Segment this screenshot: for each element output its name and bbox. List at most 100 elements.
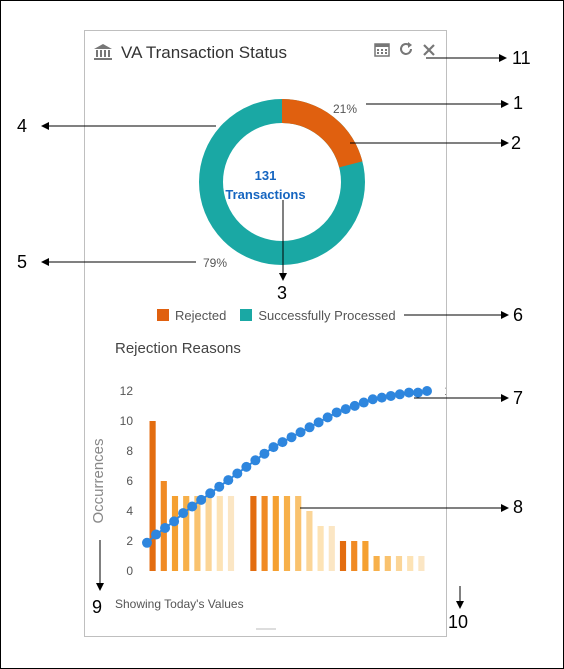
transactions-donut-chart [199,99,365,265]
bank-icon [94,44,112,60]
callout-2: 2 [511,133,522,153]
cumulative-point[interactable] [385,390,396,401]
donut-center-label: Transactions [225,187,306,202]
cumulative-point[interactable] [160,522,171,533]
y2-tick-label: 100% [444,384,446,398]
bar[interactable] [194,496,201,571]
cumulative-point[interactable] [214,481,225,492]
cumulative-point[interactable] [205,488,216,499]
cumulative-point[interactable] [394,389,405,400]
footer-text: Showing Today's Values [115,597,244,611]
bar[interactable] [351,541,358,571]
bar[interactable] [373,556,380,571]
cumulative-point[interactable] [322,412,333,423]
donut-segment-rejected[interactable] [199,99,365,265]
bar[interactable] [183,496,190,571]
callout-3: 3 [277,283,288,303]
cumulative-point[interactable] [331,407,342,418]
cumulative-point[interactable] [349,400,360,411]
cumulative-point[interactable] [259,448,270,459]
bar[interactable] [362,541,369,571]
y-tick-label: 8 [126,444,133,458]
callout-7: 7 [513,388,524,408]
rejection-reasons-title: Rejection Reasons [115,340,241,357]
bar[interactable] [171,496,179,571]
callout-5: 5 [17,252,28,272]
bar[interactable] [317,526,324,571]
va-transaction-status-widget: VA Transaction Status 131 Transactions 2… [84,30,447,637]
cumulative-point[interactable] [250,455,261,466]
callout-6: 6 [513,305,524,325]
bar[interactable] [295,496,302,571]
bar[interactable] [395,556,403,571]
donut-center-value: 131 [254,168,277,183]
bar[interactable] [261,496,268,571]
cumulative-point[interactable] [169,516,180,527]
legend-label-rejected: Rejected [175,308,227,323]
cumulative-point[interactable] [277,437,288,448]
y-axis-title: Occurrences [90,438,107,523]
legend-swatch-rejected [157,309,169,321]
widget-toolbar [374,41,436,62]
calendar-icon[interactable] [374,41,390,62]
cumulative-point[interactable] [187,501,198,512]
cumulative-point[interactable] [178,508,189,519]
cumulative-point[interactable] [313,417,324,428]
y-tick-label: 2 [126,534,133,548]
bar[interactable] [149,421,156,571]
cumulative-point[interactable] [304,422,315,433]
close-icon[interactable] [422,41,436,62]
y-tick-label: 10 [120,414,134,428]
cumulative-point[interactable] [196,494,207,505]
bar[interactable] [227,496,235,571]
widget-title: VA Transaction Status [121,43,287,62]
cumulative-point[interactable] [241,461,252,472]
cumulative-point[interactable] [412,387,423,398]
cumulative-point[interactable] [376,392,387,403]
callout-8: 8 [513,497,524,517]
callout-11: 11 [512,48,531,68]
cumulative-point[interactable] [358,397,369,408]
callout-1: 1 [513,93,524,113]
cumulative-point[interactable] [422,386,432,396]
legend-item-processed[interactable]: Successfully Processed [240,308,396,323]
y-tick-label: 0 [126,564,133,578]
y-tick-label: 6 [126,474,133,488]
bar[interactable] [250,496,257,571]
cumulative-point[interactable] [232,468,243,479]
legend-swatch-processed [240,309,253,321]
donut-legend: Rejected Successfully Processed [157,308,396,323]
cumulative-point[interactable] [286,432,297,443]
callout-10: 10 [448,612,469,632]
rejection-reasons-chart: 0246810120%20%40%60%80%100%Occurrences [90,384,446,578]
callout-9: 9 [92,597,103,617]
bar[interactable] [205,496,212,571]
cumulative-point[interactable] [367,394,378,405]
cumulative-point[interactable] [340,404,351,415]
cumulative-point[interactable] [142,537,152,548]
legend-label-processed: Successfully Processed [258,308,396,323]
bar[interactable] [418,556,425,571]
bar[interactable] [272,496,279,571]
bar[interactable] [407,556,414,571]
bar[interactable] [216,496,223,571]
refresh-icon[interactable] [398,41,414,62]
y-tick-label: 4 [126,504,133,518]
y-tick-label: 12 [120,384,134,398]
cumulative-point[interactable] [268,442,279,453]
processed-percent-label: 79% [203,256,228,270]
bar[interactable] [328,526,335,571]
legend-item-rejected[interactable]: Rejected [157,308,226,323]
rejected-percent-label: 21% [333,102,358,116]
bar[interactable] [306,511,313,571]
cumulative-point[interactable] [223,475,234,486]
cumulative-point[interactable] [295,427,306,438]
bar[interactable] [283,496,291,571]
bar[interactable] [384,556,391,571]
callout-4: 4 [17,116,28,136]
resize-handle[interactable] [256,628,276,630]
cumulative-point[interactable] [403,387,414,398]
cumulative-point[interactable] [151,529,162,540]
bar[interactable] [339,541,347,571]
